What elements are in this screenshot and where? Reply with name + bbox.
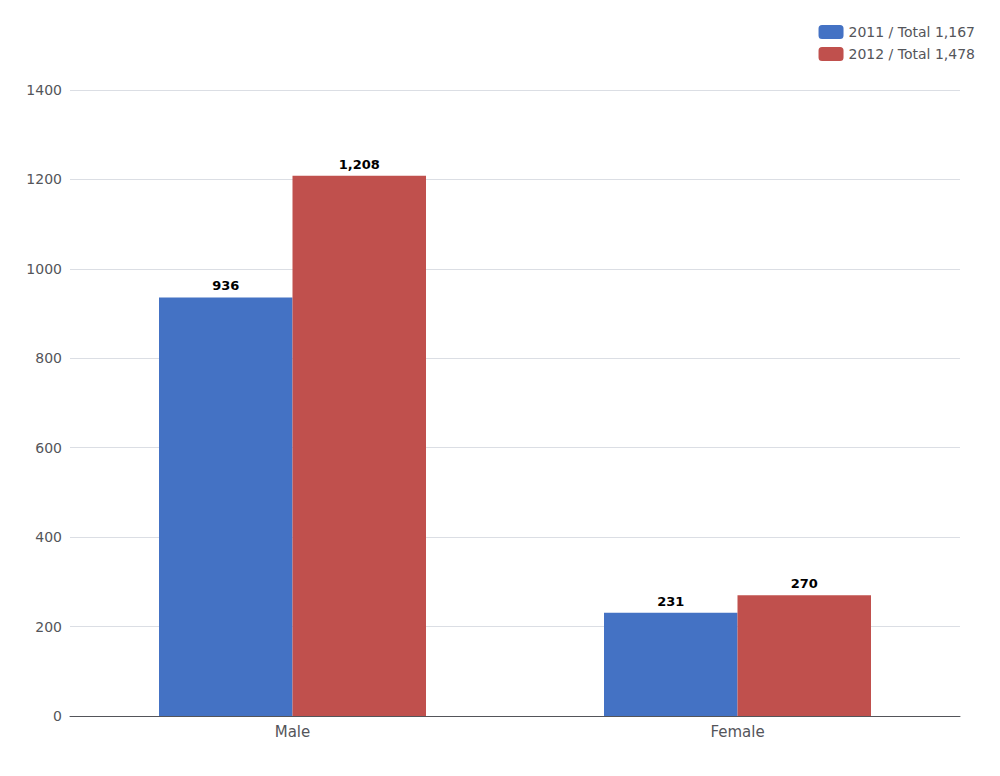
svg-text:Female: Female bbox=[710, 723, 764, 741]
svg-text:0: 0 bbox=[53, 708, 62, 724]
svg-text:2011 / Total 1,167: 2011 / Total 1,167 bbox=[849, 24, 975, 40]
svg-text:600: 600 bbox=[35, 440, 62, 456]
svg-text:1,208: 1,208 bbox=[339, 157, 380, 172]
svg-text:Male: Male bbox=[275, 723, 311, 741]
svg-text:2012 / Total 1,478: 2012 / Total 1,478 bbox=[849, 46, 975, 62]
svg-text:270: 270 bbox=[791, 576, 818, 591]
svg-text:200: 200 bbox=[35, 619, 62, 635]
svg-text:231: 231 bbox=[657, 594, 684, 609]
svg-text:1000: 1000 bbox=[26, 261, 62, 277]
svg-text:936: 936 bbox=[212, 278, 239, 293]
svg-text:800: 800 bbox=[35, 350, 62, 366]
svg-text:400: 400 bbox=[35, 529, 62, 545]
svg-text:1200: 1200 bbox=[26, 171, 62, 187]
svg-text:1400: 1400 bbox=[26, 82, 62, 98]
